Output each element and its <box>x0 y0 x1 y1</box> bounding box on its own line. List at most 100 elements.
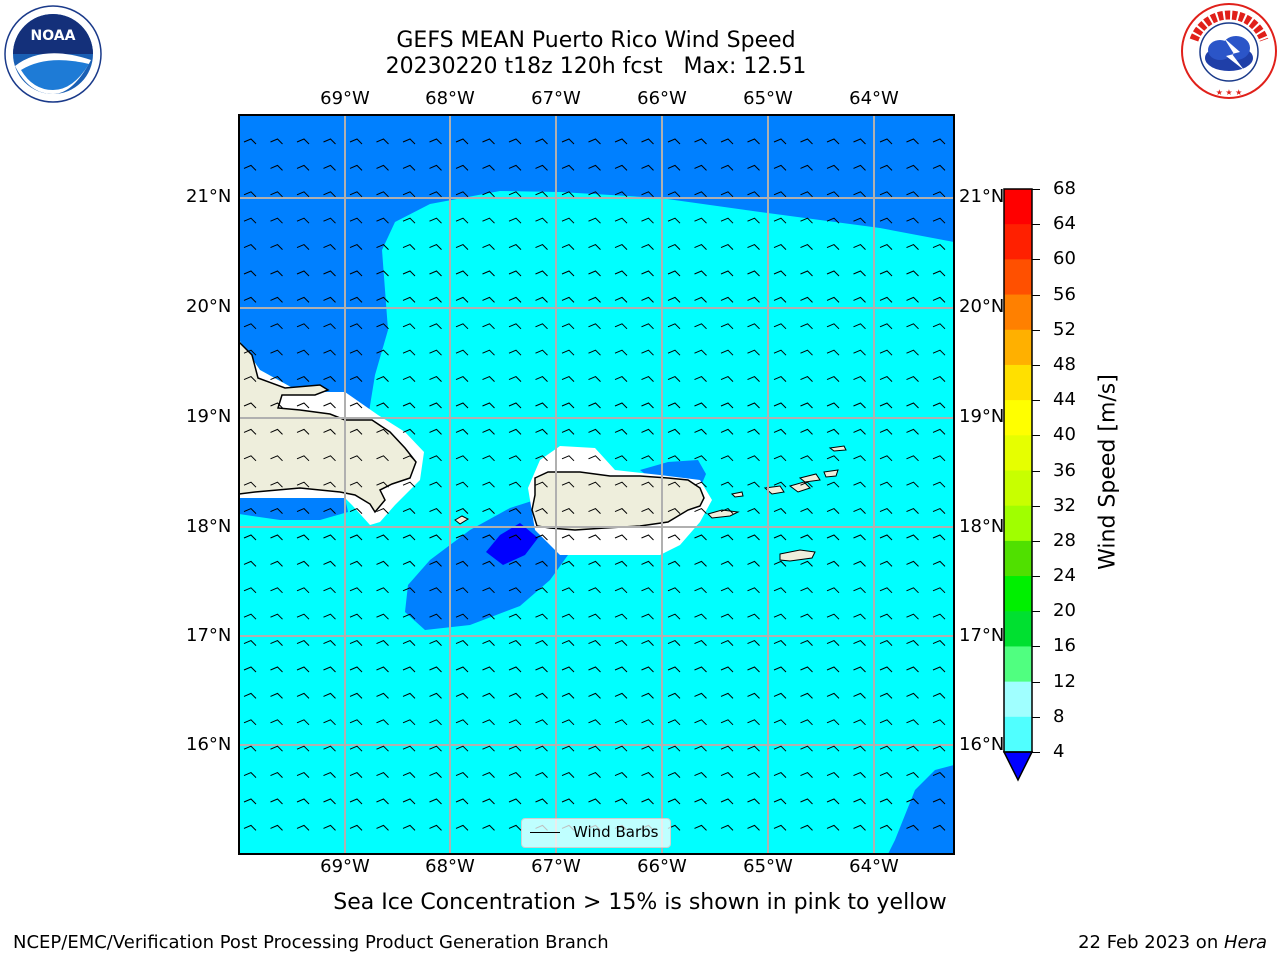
wind-barb <box>614 349 628 356</box>
colorbar-tick-mark <box>1032 259 1040 261</box>
wind-barb <box>508 296 522 303</box>
wind-barb <box>800 613 813 620</box>
wind-barb <box>243 164 257 171</box>
wind-barb <box>932 508 946 514</box>
wind-barb <box>826 323 840 330</box>
wind-barb <box>455 798 469 805</box>
wind-barb <box>243 270 257 277</box>
wind-barb <box>694 745 707 752</box>
wind-barb <box>720 296 734 303</box>
wind-barb <box>694 455 707 462</box>
wind-barb <box>747 138 760 145</box>
wind-barb <box>588 640 601 646</box>
wind-barb <box>614 402 628 409</box>
wind-barb <box>270 428 283 435</box>
wind-barb <box>641 138 654 145</box>
wind-barb <box>826 296 840 303</box>
wind-barb <box>508 560 522 567</box>
wind-barb <box>932 323 946 330</box>
wind-barb <box>853 824 866 831</box>
wind-barb <box>561 692 575 699</box>
wind-barb <box>879 323 893 330</box>
wind-barb <box>323 692 336 699</box>
wind-barb <box>667 455 681 462</box>
wind-barb <box>800 772 813 778</box>
wind-barb <box>535 244 548 250</box>
wind-barb <box>535 745 548 752</box>
colorbar-tick-mark <box>1032 716 1040 718</box>
wind-barb <box>641 666 654 673</box>
wind-barb <box>667 534 681 541</box>
wind-barb <box>535 402 548 409</box>
wind-barb <box>694 402 707 409</box>
wind-barb <box>508 217 522 224</box>
wind-barb <box>376 587 389 594</box>
wind-barb <box>800 164 813 171</box>
wind-barb <box>879 296 893 303</box>
wind-barb <box>349 455 363 462</box>
wind-barb <box>561 323 575 330</box>
wind-barb <box>455 217 469 224</box>
colorbar-segment <box>1004 400 1032 436</box>
wind-barb <box>932 560 946 567</box>
wind-barb <box>402 455 416 462</box>
wind-barb <box>243 772 257 778</box>
wind-barb <box>455 508 469 514</box>
wind-barb <box>349 402 363 409</box>
wind-barb <box>826 217 840 224</box>
wind-barb <box>508 798 522 805</box>
wind-barb <box>588 508 601 514</box>
wind-barb <box>429 270 442 277</box>
wind-barb <box>720 376 734 382</box>
wind-barb <box>429 719 442 726</box>
wind-barb <box>879 640 893 646</box>
wind-barb <box>614 772 628 778</box>
wind-barb <box>694 164 707 171</box>
colorbar-segment <box>1004 646 1032 683</box>
wind-barb <box>614 613 628 620</box>
island-desecheo <box>454 515 470 525</box>
wind-barb <box>455 719 469 726</box>
colorbar-tick-label: 4 <box>1053 741 1065 762</box>
wind-barb <box>773 481 787 488</box>
wind-barb <box>535 270 548 277</box>
wind-barb <box>270 217 283 224</box>
wind-barb <box>296 349 310 356</box>
colorbar-segment <box>1004 470 1032 507</box>
wind-barb <box>932 244 946 250</box>
wind-barb <box>349 508 363 514</box>
wind-barb <box>243 640 257 646</box>
wind-barb <box>376 613 389 620</box>
wind-barb <box>932 798 946 805</box>
wind-barb <box>694 191 707 198</box>
wind-barb <box>508 640 522 646</box>
wind-barb <box>561 428 575 435</box>
colorbar-label: Wind Speed [m/s] <box>1095 374 1121 570</box>
wind-barb <box>826 798 840 805</box>
wind-barb <box>826 772 840 778</box>
wind-barb <box>508 481 522 488</box>
wind-barb <box>588 323 601 330</box>
wind-barb <box>614 244 628 250</box>
wind-barb <box>296 508 310 514</box>
wind-barb <box>879 534 893 541</box>
lon-label-top-67w: 67°W <box>531 88 581 109</box>
wind-barb <box>694 296 707 303</box>
wind-barb <box>694 640 707 646</box>
wind-barb <box>826 138 840 145</box>
wind-barb <box>270 692 283 699</box>
wind-barb <box>694 428 707 435</box>
wind-barb <box>906 428 919 435</box>
wind-barb <box>800 217 813 224</box>
colorbar-tick-mark <box>1032 540 1040 542</box>
wind-barb <box>879 402 893 409</box>
wind-barb <box>296 772 310 778</box>
wind-barb <box>694 244 707 250</box>
wind-barb <box>800 798 813 805</box>
colorbar-tick-label: 12 <box>1053 670 1076 692</box>
lon-label-bottom-66w: 66°W <box>637 856 687 877</box>
wind-barb <box>932 587 946 594</box>
wind-barb <box>429 323 442 330</box>
lon-label-top-65w: 65°W <box>743 88 793 109</box>
